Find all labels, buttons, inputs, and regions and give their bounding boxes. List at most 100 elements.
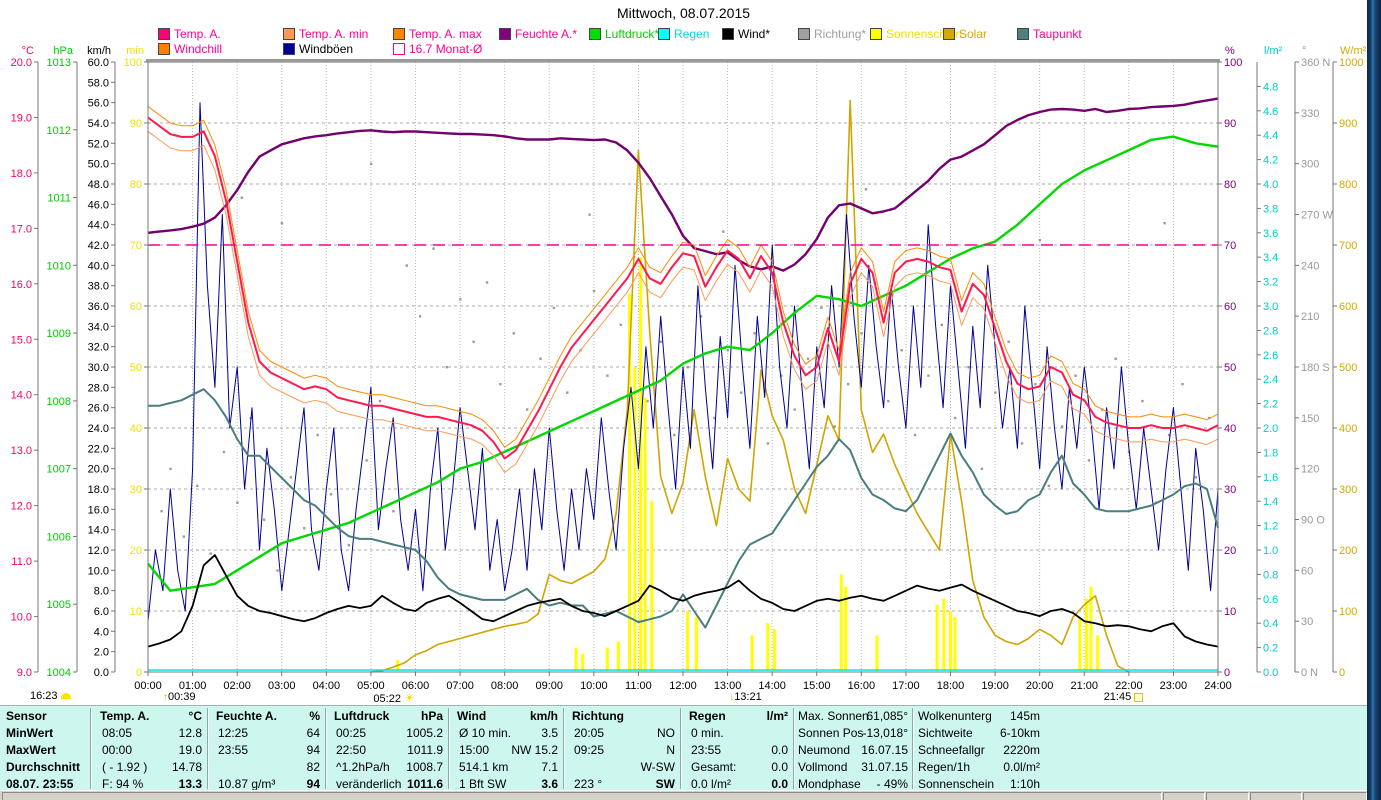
extra-label: Schneefallgr xyxy=(918,743,985,757)
sensor-detail: 22:50 xyxy=(336,743,367,757)
row-label: MinWert xyxy=(6,726,54,740)
x-axis-label: 03:00 xyxy=(268,680,296,692)
table-column-separator xyxy=(912,708,914,789)
row-label: 08.07. 23:55 xyxy=(6,777,74,791)
axis-tick-label: 0 xyxy=(1339,667,1345,679)
extra-label: Wolkenunterg xyxy=(918,709,992,723)
series-luftdruck- xyxy=(147,135,1219,592)
extra-label: Sichtweite xyxy=(918,726,973,740)
legend-item-windchill: Windchill xyxy=(158,41,223,56)
axis-tick-label: 2.6 xyxy=(1263,350,1278,362)
sensor-value: 94 xyxy=(306,743,320,757)
axis-tick-label: 3.8 xyxy=(1263,203,1278,215)
legend-label: Temp. A. max xyxy=(409,26,482,41)
extra-value: 2220m xyxy=(1003,743,1040,757)
axis-tick-label: 70 xyxy=(1224,240,1236,252)
table-column-separator xyxy=(325,708,327,789)
sensor-unit: hPa xyxy=(420,709,443,723)
legend-swatch-icon xyxy=(158,42,170,55)
event-sunset-time: 21:45 xyxy=(1104,691,1144,703)
x-axis-label: 21:00 xyxy=(1070,680,1098,692)
x-axis-label: 14:00 xyxy=(758,680,786,692)
status-bar-segment xyxy=(1163,792,1205,800)
sensor-value: 0.0 xyxy=(771,777,788,791)
axis-tick-label: 4.0 xyxy=(1263,179,1278,191)
axis-tick-label: 100 xyxy=(1339,606,1357,618)
x-axis-label: 10:00 xyxy=(580,680,608,692)
x-axis-label: 24:00 xyxy=(1204,680,1232,692)
sensor-detail: 514.1 km xyxy=(459,760,509,774)
sensor-detail: 23:55 xyxy=(218,743,249,757)
axis-tick-label: 1008 xyxy=(47,396,71,408)
astro-value: -13,018° xyxy=(862,726,909,740)
axis-tick-label: 80 xyxy=(130,179,142,191)
axis-tick-label: 150 xyxy=(1301,413,1319,425)
sensor-detail: 15:00 xyxy=(459,743,490,757)
x-axis-label: 11:00 xyxy=(625,680,652,692)
x-axis-label: 19:00 xyxy=(981,680,1009,692)
sensor-name: Luftdruck xyxy=(334,709,390,723)
series-temp-a-min xyxy=(147,130,1219,473)
legend-swatch-icon xyxy=(283,27,295,40)
x-axis-label: 01:00 xyxy=(179,680,207,692)
axis-tick-label: 19.0 xyxy=(11,112,32,124)
sensor-detail: 12:25 xyxy=(218,726,249,740)
x-axis-label: 23:00 xyxy=(1160,680,1188,692)
series-temp-a- xyxy=(147,116,1219,460)
legend-label: Wind* xyxy=(738,26,771,41)
axis-tick-label: 0 N xyxy=(1301,667,1318,679)
axis-tick-label: 90 O xyxy=(1301,515,1325,527)
astro-value: 31.07.15 xyxy=(861,760,908,774)
axis-tick-label: 46.0 xyxy=(88,199,109,211)
event-sunrise-time: 05:22 ☀ xyxy=(373,691,414,705)
axis-tick-label: 20.0 xyxy=(11,57,32,69)
sensor-detail: Ø 10 min. xyxy=(459,726,512,740)
axis-tick-label: 2.0 xyxy=(94,647,109,659)
sensor-detail: 00:25 xyxy=(336,726,367,740)
legend-label: Feuchte A.* xyxy=(515,26,578,41)
axis-tick-label: 20.0 xyxy=(88,464,109,476)
axis-tick-label: 60 xyxy=(1301,565,1313,577)
axis-header-kmh: km/h xyxy=(87,45,111,57)
sensor-value: 82 xyxy=(306,760,320,774)
legend-swatch-icon xyxy=(393,27,405,40)
axis-tick-label: 18.0 xyxy=(11,168,32,180)
sensor-detail: 20:05 xyxy=(574,726,605,740)
table-column-separator xyxy=(793,708,795,789)
axis-tick-label: 11.0 xyxy=(11,556,32,568)
sensor-value: SW xyxy=(655,777,675,791)
axis-tick-label: 24.0 xyxy=(88,423,109,435)
axis-tick-label: 0.2 xyxy=(1263,643,1278,655)
legend-item-taupunkt: Taupunkt xyxy=(1017,27,1082,41)
sensor-value: 13.3 xyxy=(178,777,202,791)
axis-tick-label: 1012 xyxy=(47,125,71,137)
axis-tick-label: 4.6 xyxy=(1263,106,1278,118)
axis-tick-label: 16.0 xyxy=(11,279,32,291)
table-column-separator xyxy=(448,708,450,789)
legend-item-feuchte-a-: Feuchte A.* xyxy=(499,26,578,41)
axis-header-pct: % xyxy=(1225,45,1235,57)
event-time-label: 21:45 xyxy=(1103,691,1132,703)
moonrise-time: 16:23 xyxy=(30,690,71,702)
axis-tick-label: 1.2 xyxy=(1263,521,1278,533)
series-solar xyxy=(370,99,1130,673)
axis-tick-label: 0 xyxy=(136,667,142,679)
series-wind- xyxy=(147,554,1219,648)
sensor-value: N xyxy=(666,743,675,757)
legend-label: Solar xyxy=(959,26,988,41)
event-moonset-time: ↓13:21 xyxy=(729,691,762,703)
legend-label: Windchill xyxy=(174,41,223,56)
axis-tick-label: 3.0 xyxy=(1263,301,1278,313)
event-time-label: 00:39 xyxy=(167,691,196,703)
legend-swatch-icon xyxy=(158,27,170,40)
axis-tick-label: 34.0 xyxy=(88,321,109,333)
axis-tick-label: 800 xyxy=(1339,179,1357,191)
x-axis-label: 06:00 xyxy=(402,680,430,692)
moonset-icon: ↓ xyxy=(729,692,735,703)
legend-item-windb-en: Windböen xyxy=(283,42,353,56)
axis-tick-label: 12.0 xyxy=(11,501,32,513)
axis-header-deg: ° xyxy=(1302,45,1306,57)
axis-tick-label: 42.0 xyxy=(88,240,109,252)
axis-tick-label: 60 xyxy=(1224,301,1236,313)
axis-tick-label: 56.0 xyxy=(88,98,109,110)
